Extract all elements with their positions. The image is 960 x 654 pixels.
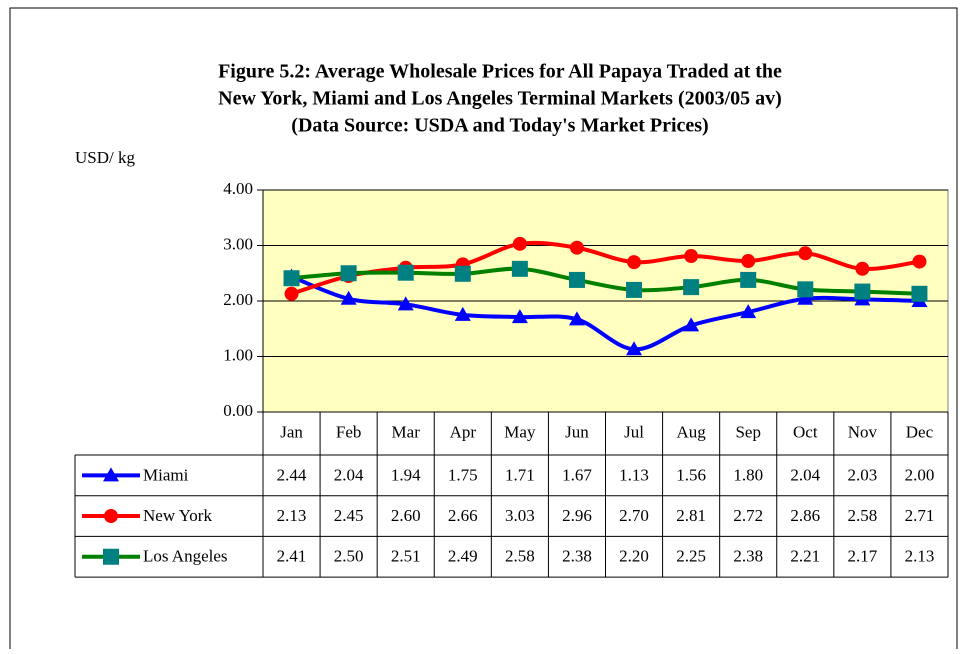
chart-title: New York, Miami and Los Angeles Terminal… bbox=[218, 88, 782, 110]
marker bbox=[854, 283, 871, 300]
marker bbox=[340, 290, 357, 305]
legend-marker bbox=[103, 467, 119, 482]
x-tick-label: Aug bbox=[676, 422, 706, 441]
table-cell: 2.38 bbox=[733, 547, 763, 566]
table-cell: 2.44 bbox=[277, 465, 307, 484]
marker bbox=[512, 236, 527, 251]
marker bbox=[511, 309, 528, 324]
table-cell: 2.25 bbox=[676, 547, 706, 566]
marker bbox=[284, 286, 299, 301]
table-cell: 1.80 bbox=[733, 465, 763, 484]
x-tick-label: Mar bbox=[392, 422, 421, 441]
marker bbox=[511, 260, 528, 277]
table-cell: 2.20 bbox=[619, 547, 649, 566]
y-tick-label: 3.00 bbox=[223, 234, 253, 253]
marker bbox=[683, 279, 700, 296]
table-cell: 1.13 bbox=[619, 465, 649, 484]
marker bbox=[855, 261, 870, 276]
table-cell: 2.38 bbox=[562, 547, 592, 566]
x-tick-label: Feb bbox=[336, 422, 362, 441]
marker bbox=[627, 255, 642, 270]
table-cell: 2.58 bbox=[505, 547, 535, 566]
x-tick-label: Jul bbox=[624, 422, 644, 441]
legend-label: Los Angeles bbox=[143, 547, 228, 566]
legend-label: New York bbox=[143, 506, 212, 525]
table-cell: 1.56 bbox=[676, 465, 706, 484]
marker bbox=[568, 311, 585, 326]
chart-title: (Data Source: USDA and Today's Market Pr… bbox=[291, 115, 708, 137]
marker bbox=[798, 246, 813, 261]
x-tick-label: Sep bbox=[735, 422, 761, 441]
x-tick-label: Nov bbox=[848, 422, 878, 441]
legend-marker bbox=[103, 548, 119, 565]
marker bbox=[797, 290, 814, 305]
table-cell: 2.04 bbox=[790, 465, 820, 484]
x-tick-label: Oct bbox=[793, 422, 818, 441]
marker bbox=[797, 281, 814, 298]
table-cell: 1.71 bbox=[505, 465, 535, 484]
marker bbox=[397, 296, 414, 311]
table-cell: 2.66 bbox=[448, 506, 478, 525]
marker bbox=[454, 265, 471, 282]
y-tick-label: 2.00 bbox=[223, 290, 253, 309]
marker bbox=[684, 249, 699, 264]
marker bbox=[683, 317, 700, 332]
table-cell: 2.03 bbox=[848, 465, 878, 484]
table-cell: 2.04 bbox=[334, 465, 364, 484]
table-cell: 2.13 bbox=[277, 506, 307, 525]
x-tick-label: May bbox=[504, 422, 536, 441]
y-tick-label: 4.00 bbox=[223, 179, 253, 198]
table-cell: 2.17 bbox=[848, 547, 878, 566]
table-cell: 1.75 bbox=[448, 465, 478, 484]
x-tick-label: Jan bbox=[280, 422, 303, 441]
x-tick-label: Dec bbox=[906, 422, 934, 441]
legend-label: Miami bbox=[143, 465, 189, 484]
marker bbox=[283, 270, 300, 287]
y-tick-label: 1.00 bbox=[223, 345, 253, 364]
y-tick-label: 0.00 bbox=[223, 401, 253, 420]
chart-frame bbox=[9, 7, 958, 654]
chart-title: Figure 5.2: Average Wholesale Prices for… bbox=[218, 61, 782, 83]
marker bbox=[626, 281, 643, 298]
marker bbox=[340, 265, 357, 282]
table-cell: 1.94 bbox=[391, 465, 421, 484]
y-axis-label: USD/ kg bbox=[75, 148, 135, 167]
table-cell: 3.03 bbox=[505, 506, 535, 525]
table-cell: 2.00 bbox=[905, 465, 935, 484]
marker bbox=[740, 304, 757, 319]
table-cell: 2.86 bbox=[790, 506, 820, 525]
legend-marker bbox=[104, 509, 118, 524]
table-cell: 2.13 bbox=[905, 547, 935, 566]
table-cell: 2.41 bbox=[277, 547, 307, 566]
marker bbox=[626, 341, 643, 356]
table-cell: 2.51 bbox=[391, 547, 421, 566]
table-cell: 2.21 bbox=[790, 547, 820, 566]
table-cell: 2.45 bbox=[334, 506, 364, 525]
table-cell: 2.60 bbox=[391, 506, 421, 525]
marker bbox=[740, 271, 757, 288]
table-cell: 2.71 bbox=[905, 506, 935, 525]
table-cell: 2.72 bbox=[733, 506, 763, 525]
x-tick-label: Jun bbox=[565, 422, 589, 441]
marker bbox=[568, 271, 585, 288]
table-cell: 2.49 bbox=[448, 547, 478, 566]
table-cell: 2.96 bbox=[562, 506, 592, 525]
table-cell: 2.81 bbox=[676, 506, 706, 525]
marker bbox=[911, 285, 928, 302]
table-cell: 2.50 bbox=[334, 547, 364, 566]
x-tick-label: Apr bbox=[450, 422, 477, 441]
marker bbox=[741, 254, 756, 269]
table-cell: 1.67 bbox=[562, 465, 592, 484]
table-cell: 2.70 bbox=[619, 506, 649, 525]
marker bbox=[397, 264, 414, 281]
marker bbox=[569, 240, 584, 255]
table-cell: 2.58 bbox=[848, 506, 878, 525]
marker bbox=[454, 306, 471, 321]
marker bbox=[912, 254, 927, 269]
